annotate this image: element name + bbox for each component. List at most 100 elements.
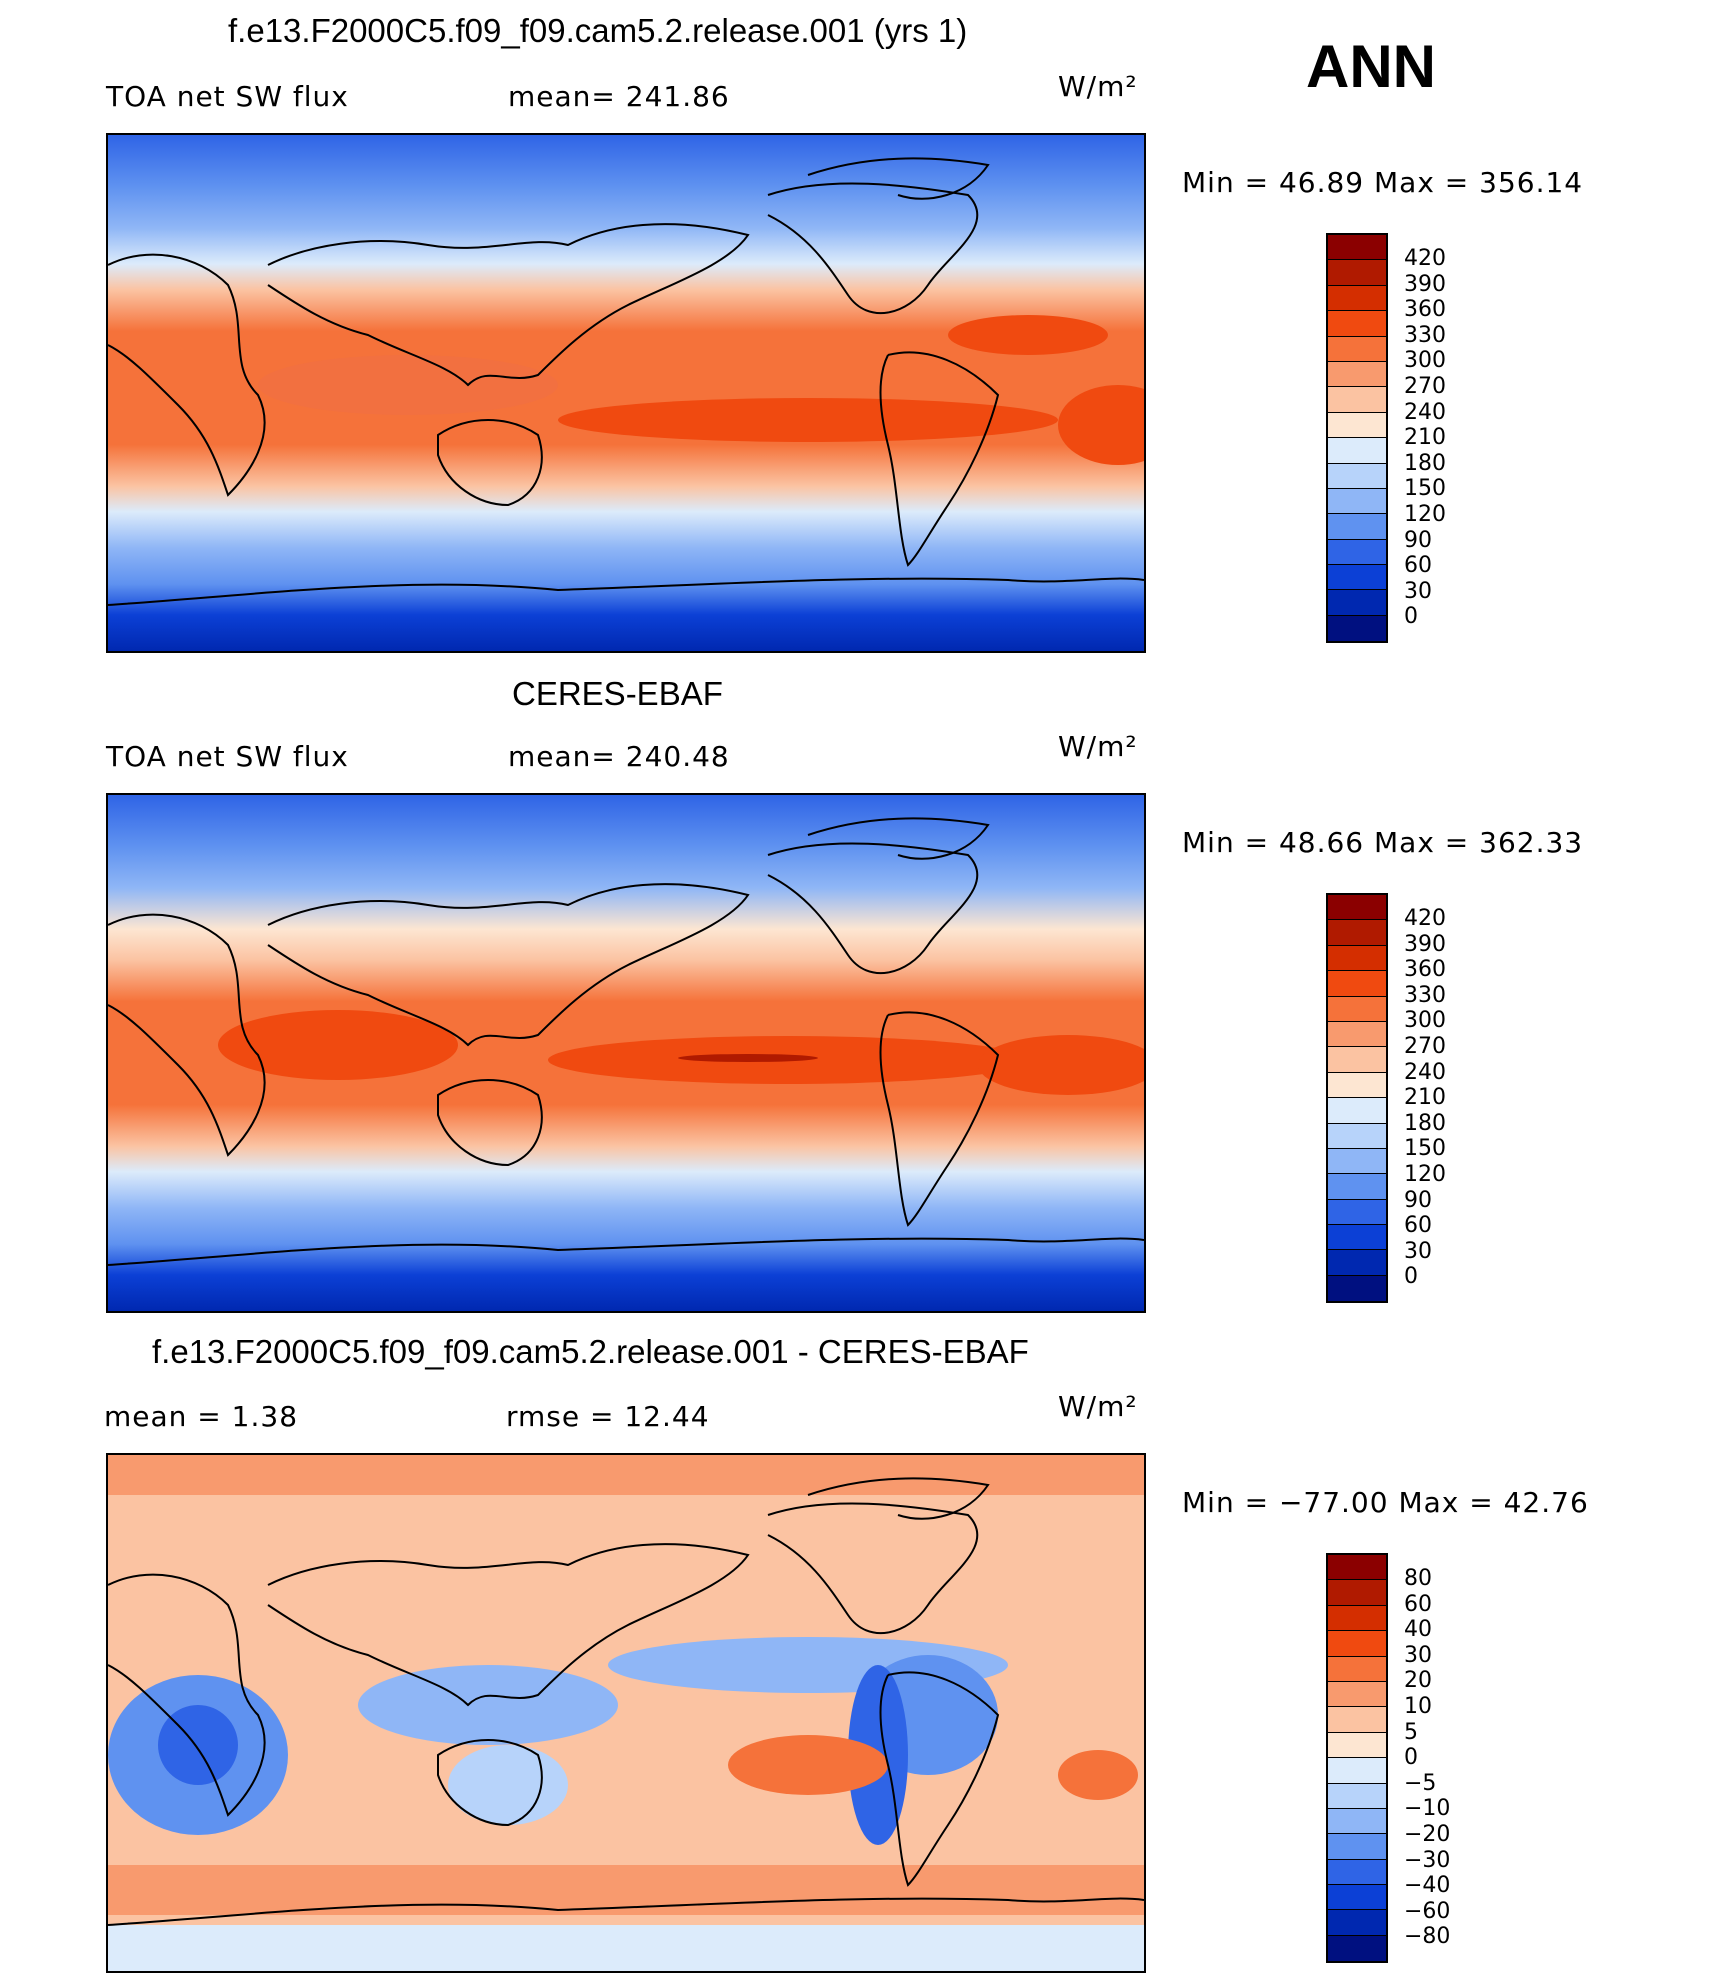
colorbar-tick-label: 120 xyxy=(1404,501,1446,527)
panel-2-colorbar-segment xyxy=(1328,895,1386,921)
colorbar-tick-label: −30 xyxy=(1404,1847,1451,1873)
colorbar-tick-label: 120 xyxy=(1404,1161,1446,1187)
panel-2-colorbar-segment xyxy=(1328,920,1386,946)
colorbar-tick-label: 20 xyxy=(1404,1668,1432,1694)
colorbar-tick-label: 420 xyxy=(1404,246,1446,271)
panel-1-map-field xyxy=(108,135,1144,651)
panel-3-colorbar-segment xyxy=(1328,1605,1386,1632)
colorbar-tick-label: 300 xyxy=(1404,348,1446,374)
panel-3-title: f.e13.F2000C5.f09_f09.cam5.2.release.001… xyxy=(152,1333,1029,1370)
panel-3-coastlines xyxy=(108,1477,1144,1926)
panel-3-colorbar-segment xyxy=(1328,1859,1386,1886)
panel-1-pacific-max xyxy=(558,398,1058,442)
panel-3-colorbar-segment xyxy=(1328,1580,1386,1606)
panel-3-colorbar-segment xyxy=(1328,1732,1386,1759)
colorbar-tick-label: 240 xyxy=(1404,399,1446,425)
colorbar-tick-label: −20 xyxy=(1404,1821,1451,1847)
colorbar-tick-label: 0 xyxy=(1404,604,1418,630)
panel-1-map xyxy=(106,133,1146,653)
panel-2-title: CERES-EBAF xyxy=(512,675,723,712)
panel-2-colorbar-segment xyxy=(1328,996,1386,1022)
panel-1-variable-label: TOA net SW flux xyxy=(106,80,349,113)
panel-2-colorbar-segment xyxy=(1328,1098,1386,1124)
colorbar-tick-label: 360 xyxy=(1404,957,1446,983)
panel-1-colorbar-segment xyxy=(1328,488,1386,515)
panel-3-mean-label: mean = 1.38 xyxy=(104,1400,299,1433)
panel-2-colorbar-segment xyxy=(1328,1021,1386,1048)
season-label: ANN xyxy=(1306,33,1436,100)
panel-2-colorbar-segment xyxy=(1328,945,1386,972)
colorbar-tick-label: 0 xyxy=(1404,1264,1418,1290)
panel-2-colorbar xyxy=(1326,893,1388,1303)
panel-3-units: W/m² xyxy=(1058,1390,1138,1423)
panel-3-colorbar-segment xyxy=(1328,1758,1386,1784)
colorbar-tick-label: 30 xyxy=(1404,1642,1432,1668)
panel-3-pacific-positive xyxy=(728,1735,888,1795)
colorbar-tick-label: 300 xyxy=(1404,1008,1446,1034)
panel-3-colorbar-segment xyxy=(1328,1681,1386,1708)
panel-3-map-field xyxy=(108,1455,1144,1971)
panel-2-colorbar-segment xyxy=(1328,1047,1386,1073)
colorbar-tick-label: 150 xyxy=(1404,476,1446,502)
panel-3-colorbar-segment xyxy=(1328,1555,1386,1581)
panel-3-rmse-label: rmse = 12.44 xyxy=(506,1400,710,1433)
colorbar-tick-label: 420 xyxy=(1404,906,1446,931)
panel-2-colorbar-segment xyxy=(1328,1123,1386,1149)
panel-1-colorbar-segment xyxy=(1328,463,1386,489)
panel-1-colorbar-segment xyxy=(1328,260,1386,286)
panel-3-colorbar-labels: 80 60 40 30 20 10 5 0 −5 −10 −20 −30 −40… xyxy=(1404,1566,1450,1950)
panel-1-colorbar-segment xyxy=(1328,565,1386,591)
panel-1-colorbar xyxy=(1326,233,1388,643)
colorbar-tick-label: −5 xyxy=(1404,1770,1437,1796)
colorbar-tick-label: 270 xyxy=(1404,1033,1446,1059)
panel-1-colorbar-segment xyxy=(1328,285,1386,312)
panel-2-map xyxy=(106,793,1146,1313)
panel-1-colorbar-segment xyxy=(1328,387,1386,413)
colorbar-tick-label: −10 xyxy=(1404,1796,1451,1822)
colorbar-tick-label: 60 xyxy=(1404,1213,1432,1239)
panel-3-colorbar-segment xyxy=(1328,1808,1386,1835)
colorbar-tick-label: 210 xyxy=(1404,1085,1446,1111)
panel-3-colorbar-segment xyxy=(1328,1707,1386,1733)
colorbar-tick-label: 270 xyxy=(1404,373,1446,399)
panel-2-variable-label: TOA net SW flux xyxy=(106,740,349,773)
colorbar-tick-label: 390 xyxy=(1404,931,1446,957)
colorbar-tick-label: 60 xyxy=(1404,553,1432,579)
colorbar-tick-label: 150 xyxy=(1404,1136,1446,1162)
panel-2-units: W/m² xyxy=(1058,730,1138,763)
panel-1-colorbar-segment xyxy=(1328,235,1386,261)
panel-2-map-field xyxy=(108,795,1144,1311)
panel-2-mean-label: mean= 240.48 xyxy=(508,740,730,773)
panel-1-colorbar-segment xyxy=(1328,412,1386,439)
panel-3-minmax: Min = −77.00 Max = 42.76 xyxy=(1182,1486,1589,1519)
colorbar-tick-label: −80 xyxy=(1404,1924,1451,1950)
colorbar-tick-label: 240 xyxy=(1404,1059,1446,1085)
panel-3-colorbar-segment xyxy=(1328,1935,1386,1962)
panel-1-colorbar-segment xyxy=(1328,361,1386,388)
panel-2-coastlines xyxy=(108,817,1144,1266)
panel-3-colorbar-segment xyxy=(1328,1783,1386,1809)
panel-1-title: f.e13.F2000C5.f09_f09.cam5.2.release.001… xyxy=(228,12,968,49)
panel-1-colorbar-segment xyxy=(1328,615,1386,642)
colorbar-tick-label: 80 xyxy=(1404,1566,1432,1591)
panel-2-colorbar-segment xyxy=(1328,1072,1386,1099)
colorbar-tick-label: −60 xyxy=(1404,1898,1451,1924)
panel-2-colorbar-segment xyxy=(1328,1148,1386,1175)
panel-1-colorbar-segment xyxy=(1328,590,1386,616)
panel-1-minmax: Min = 46.89 Max = 356.14 xyxy=(1182,166,1584,199)
panel-3-map xyxy=(106,1453,1146,1973)
panel-2-colorbar-segment xyxy=(1328,1275,1386,1302)
panel-3-colorbar-segment xyxy=(1328,1910,1386,1936)
colorbar-tick-label: 330 xyxy=(1404,322,1446,348)
panel-1-colorbar-segment xyxy=(1328,336,1386,362)
panel-2-minmax: Min = 48.66 Max = 362.33 xyxy=(1182,826,1584,859)
panel-1-colorbar-segment xyxy=(1328,311,1386,337)
colorbar-tick-label: 30 xyxy=(1404,1238,1432,1264)
colorbar-tick-label: 90 xyxy=(1404,527,1432,553)
panel-1-units: W/m² xyxy=(1058,70,1138,103)
colorbar-tick-label: 5 xyxy=(1404,1719,1418,1745)
panel-3-colorbar-segment xyxy=(1328,1631,1386,1657)
colorbar-tick-label: 210 xyxy=(1404,425,1446,451)
colorbar-tick-label: 390 xyxy=(1404,271,1446,297)
colorbar-tick-label: 10 xyxy=(1404,1693,1432,1719)
